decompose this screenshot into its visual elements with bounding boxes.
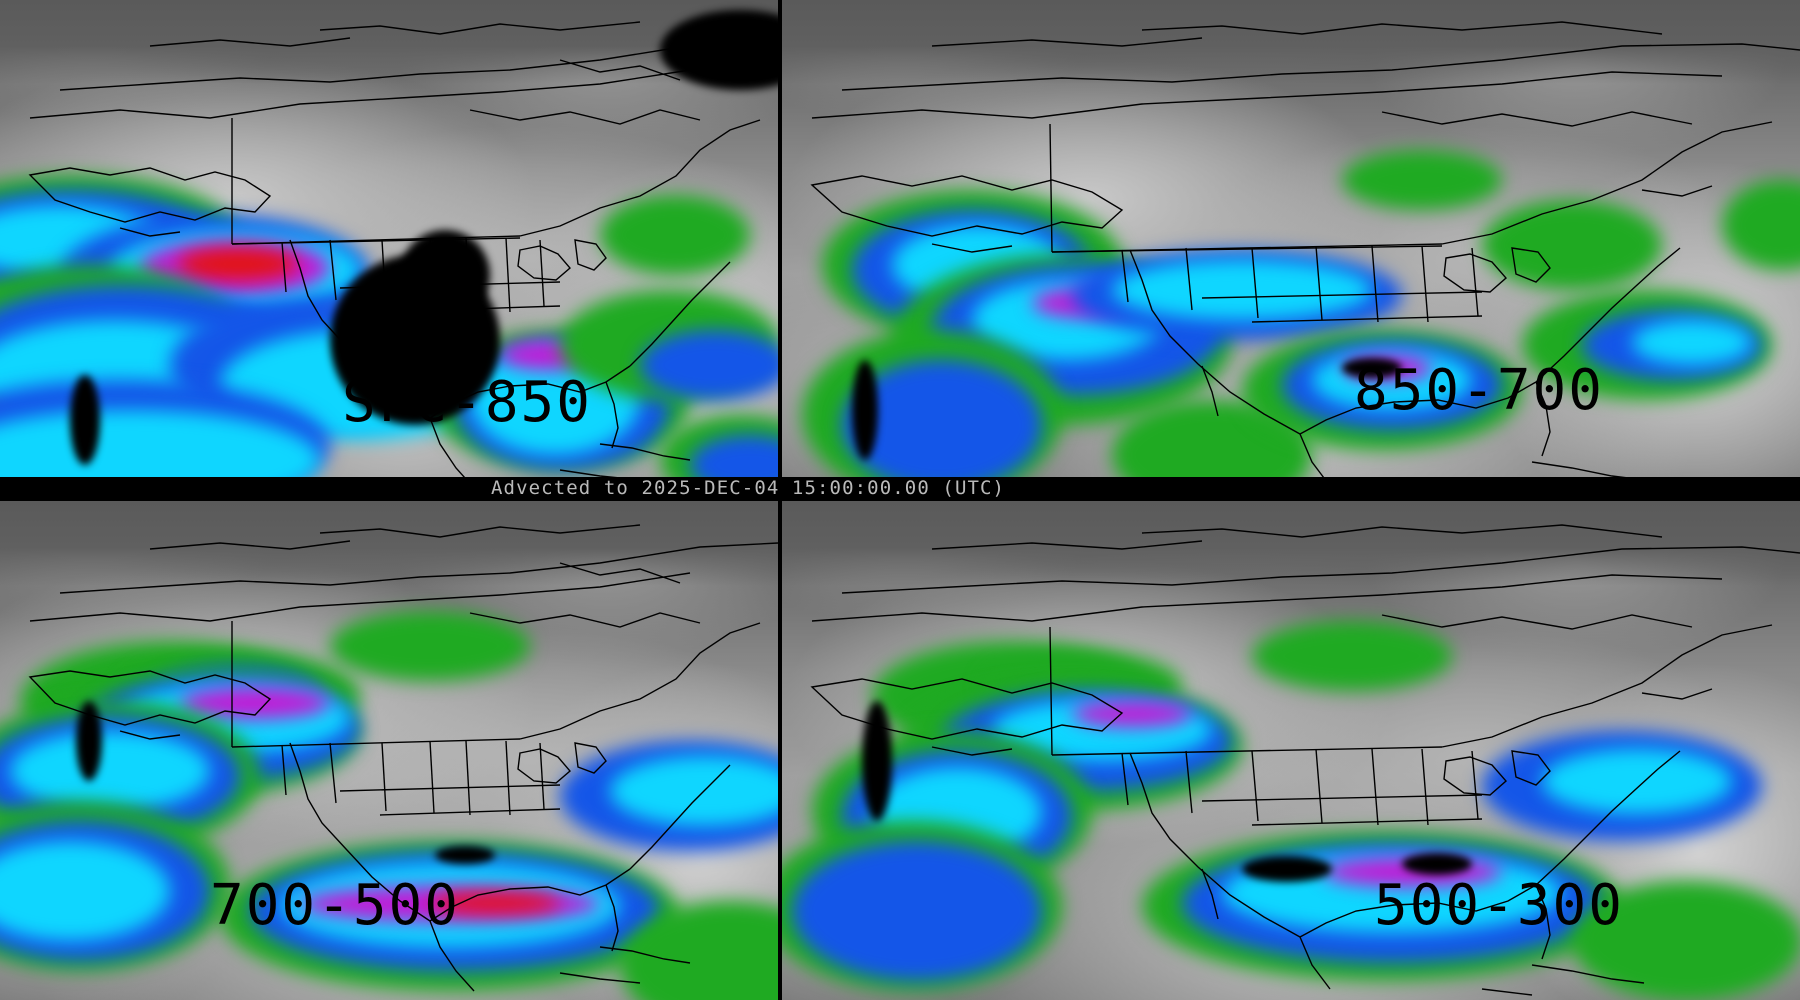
no-data-mask [660, 10, 778, 90]
moisture-blob [610, 756, 778, 826]
timestamp-caption-text: Advected to 2025-DEC-04 15:00:00.00 (UTC… [491, 477, 1006, 499]
high-latitude-dark-strip [0, 0, 778, 85]
moisture-blob [330, 611, 530, 681]
satellite-imagery-500-300 [782, 501, 1800, 1000]
satellite-imagery-850-700 [782, 0, 1800, 497]
satellite-imagery-700-500 [0, 501, 778, 1000]
moisture-blob [1342, 150, 1502, 210]
no-data-mask [862, 701, 892, 821]
moisture-blob [640, 330, 778, 400]
no-data-mask [1342, 358, 1402, 378]
moisture-blob [1542, 749, 1732, 814]
map-borders-overlay [0, 501, 778, 1000]
moisture-blob [180, 687, 330, 719]
moisture-blob [1252, 621, 1452, 691]
moisture-blob [10, 731, 210, 811]
map-borders-overlay [782, 501, 1800, 1000]
no-data-mask [852, 360, 878, 460]
no-data-mask [1402, 853, 1472, 875]
moisture-blob [1572, 881, 1800, 1000]
high-latitude-dark-strip [782, 501, 1800, 586]
moisture-blob [1112, 260, 1372, 320]
panel-850-700[interactable]: 850-700 [782, 0, 1800, 497]
moisture-blob [1072, 701, 1192, 727]
moisture-blob [0, 841, 170, 941]
timestamp-caption-bar: Advected to 2025-DEC-04 15:00:00.00 (UTC… [477, 477, 1487, 499]
moisture-blob [178, 248, 298, 280]
moisture-blob [430, 893, 560, 913]
no-data-mask [1242, 856, 1332, 882]
no-data-mask [400, 230, 490, 320]
no-data-mask [70, 375, 100, 465]
satellite-imagery-sfc-850 [0, 0, 778, 497]
moisture-blob [792, 841, 1042, 981]
panel-700-500[interactable]: 700-500 [0, 501, 778, 1000]
moisture-blob [1482, 200, 1662, 290]
no-data-mask [435, 846, 495, 864]
high-latitude-dark-strip [782, 0, 1800, 85]
panel-sfc-850[interactable]: SFC-850 [0, 0, 778, 497]
panel-500-300[interactable]: 500-300 [782, 501, 1800, 1000]
map-borders-overlay [0, 0, 778, 497]
moisture-blob [600, 195, 750, 275]
moisture-blob [1632, 320, 1752, 365]
map-borders-overlay [782, 0, 1800, 497]
